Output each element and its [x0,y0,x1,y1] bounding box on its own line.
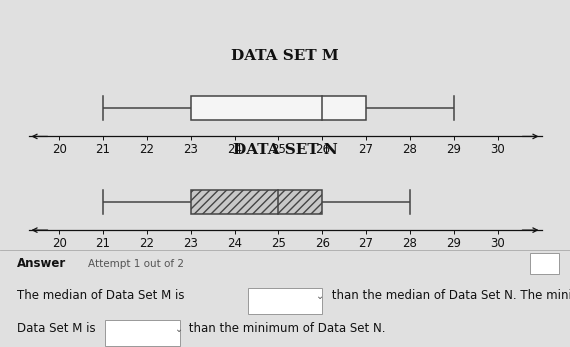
Text: The median of Data Set M is: The median of Data Set M is [17,289,185,302]
Text: ⌄: ⌄ [316,291,324,301]
Text: than the minimum of Data Set N.: than the minimum of Data Set N. [185,322,386,336]
Text: Answer: Answer [17,257,66,270]
Text: Data Set M is: Data Set M is [17,322,96,336]
Text: ⌄: ⌄ [175,324,183,335]
Text: than the median of Data Set N. The minimum of: than the median of Data Set N. The minim… [328,289,570,302]
FancyBboxPatch shape [105,320,180,346]
Title: DATA SET M: DATA SET M [231,49,339,63]
FancyBboxPatch shape [248,288,322,314]
Bar [191,190,322,214]
Text: Attempt 1 out of 2: Attempt 1 out of 2 [88,259,184,269]
Bar [191,96,366,120]
Title: DATA SET N: DATA SET N [233,143,337,157]
FancyBboxPatch shape [530,253,559,274]
